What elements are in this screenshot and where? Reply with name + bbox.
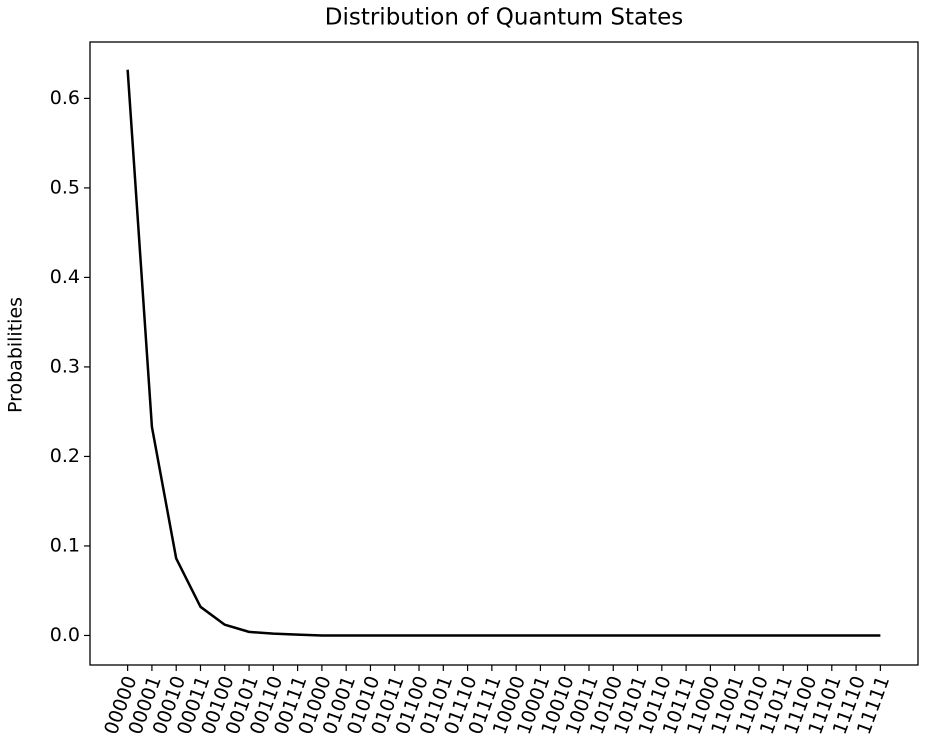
axes-frame (89, 41, 919, 666)
chart-title: Distribution of Quantum States (325, 5, 684, 31)
y-tick-label: 0.5 (50, 176, 80, 198)
y-tick-label: 0.3 (50, 355, 80, 377)
data-line (126, 69, 881, 637)
y-axis-label: Probabilities (5, 297, 27, 413)
y-tick-label: 0.1 (50, 534, 80, 556)
y-tick-label: 0.6 (50, 87, 80, 109)
y-tick-label: 0.0 (50, 624, 80, 646)
y-tick-label: 0.4 (50, 266, 80, 288)
y-tick-label: 0.2 (50, 445, 80, 467)
